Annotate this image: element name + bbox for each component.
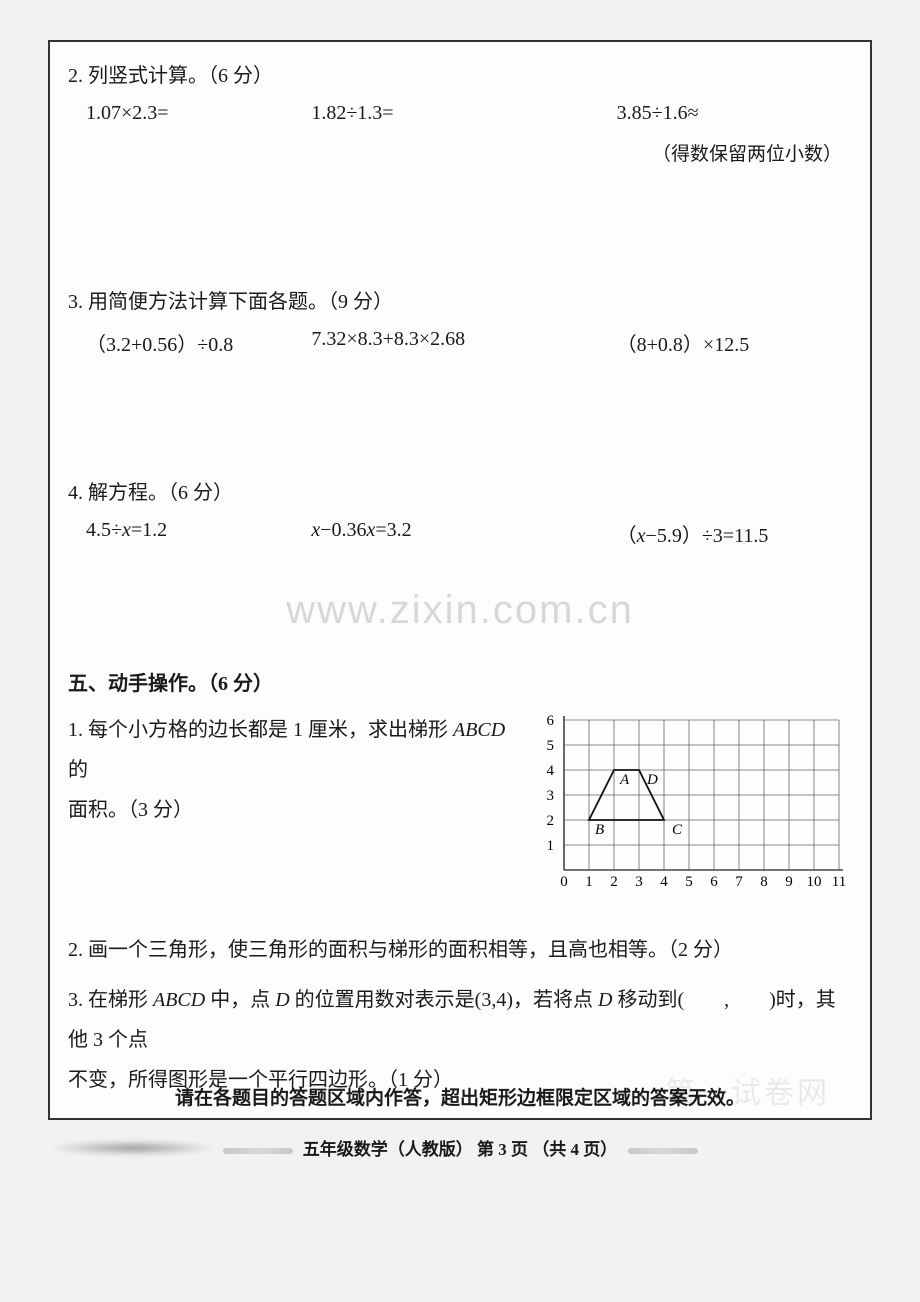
svg-text:11: 11 <box>832 874 846 890</box>
section5-heading: 五、动手操作。（6 分） <box>68 668 852 700</box>
exam-page: 2. 列竖式计算。（6 分） 1.07×2.3= 1.82÷1.3= 3.85÷… <box>48 40 872 1120</box>
q3-item-3: （8+0.8）×12.5 <box>537 328 842 357</box>
q4-item-2: x−0.36x=3.2 <box>311 519 536 548</box>
svg-text:6: 6 <box>710 874 718 890</box>
svg-text:3: 3 <box>547 788 555 804</box>
svg-text:2: 2 <box>610 874 618 890</box>
svg-text:2: 2 <box>547 813 555 829</box>
grid-svg: 01234567891011123456ADBC <box>542 710 852 900</box>
svg-text:4: 4 <box>660 874 668 890</box>
svg-text:7: 7 <box>735 874 743 890</box>
q3-item-2: 7.32×8.3+8.3×2.68 <box>311 328 536 357</box>
svg-text:C: C <box>672 822 683 838</box>
trapezoid-grid: 01234567891011123456ADBC <box>542 710 852 900</box>
svg-text:D: D <box>646 772 658 788</box>
svg-text:A: A <box>619 772 630 788</box>
svg-text:0: 0 <box>560 874 568 890</box>
q2-title: 2. 列竖式计算。（6 分） <box>68 60 852 92</box>
q2-note-row: （得数保留两位小数） <box>68 125 852 166</box>
svg-text:1: 1 <box>547 838 555 854</box>
q4-title: 4. 解方程。（6 分） <box>68 477 852 509</box>
q2-item-2: 1.82÷1.3= <box>311 102 536 125</box>
svg-text:1: 1 <box>585 874 593 890</box>
q4-item-3: （x−5.9）÷3=11.5 <box>537 519 842 548</box>
svg-text:5: 5 <box>685 874 693 890</box>
svg-text:9: 9 <box>785 874 793 890</box>
section5-q1: 1. 每个小方格的边长都是 1 厘米，求出梯形 ABCD 的 面积。（3 分） … <box>68 710 852 900</box>
section5-q3: 3. 在梯形 ABCD 中，点 D 的位置用数对表示是(3,4)，若将点 D 移… <box>68 980 852 1100</box>
svg-text:10: 10 <box>807 874 822 890</box>
svg-text:B: B <box>595 822 604 838</box>
q2-row: 1.07×2.3= 1.82÷1.3= 3.85÷1.6≈ <box>68 102 852 125</box>
q4-row: 4.5÷x=1.2 x−0.36x=3.2 （x−5.9）÷3=11.5 <box>68 519 852 548</box>
svg-text:3: 3 <box>635 874 643 890</box>
footer-instruction: 请在各题目的答题区域内作答，超出矩形边框限定区域的答案无效。 <box>50 1083 870 1110</box>
q2-item-1: 1.07×2.3= <box>86 102 311 125</box>
svg-text:5: 5 <box>547 738 555 754</box>
q2-item-3: 3.85÷1.6≈ <box>537 102 842 125</box>
q2-note: （得数保留两位小数） <box>572 139 842 166</box>
q3-item-1: （3.2+0.56）÷0.8 <box>86 328 311 357</box>
deco-right <box>628 1148 698 1154</box>
svg-text:4: 4 <box>547 763 555 779</box>
svg-text:6: 6 <box>547 713 555 729</box>
deco-left <box>223 1148 293 1154</box>
section5-q2: 2. 画一个三角形，使三角形的面积与梯形的面积相等，且高也相等。（2 分） <box>68 930 852 970</box>
page-number: 五年级数学（人教版） 第 3 页 （共 4 页） <box>0 1135 920 1160</box>
q3-row: （3.2+0.56）÷0.8 7.32×8.3+8.3×2.68 （8+0.8）… <box>68 328 852 357</box>
q4-item-1: 4.5÷x=1.2 <box>86 519 311 548</box>
section5-q1-text: 1. 每个小方格的边长都是 1 厘米，求出梯形 ABCD 的 面积。（3 分） <box>68 710 524 830</box>
q3-title: 3. 用简便方法计算下面各题。（9 分） <box>68 286 852 318</box>
svg-text:8: 8 <box>760 874 768 890</box>
